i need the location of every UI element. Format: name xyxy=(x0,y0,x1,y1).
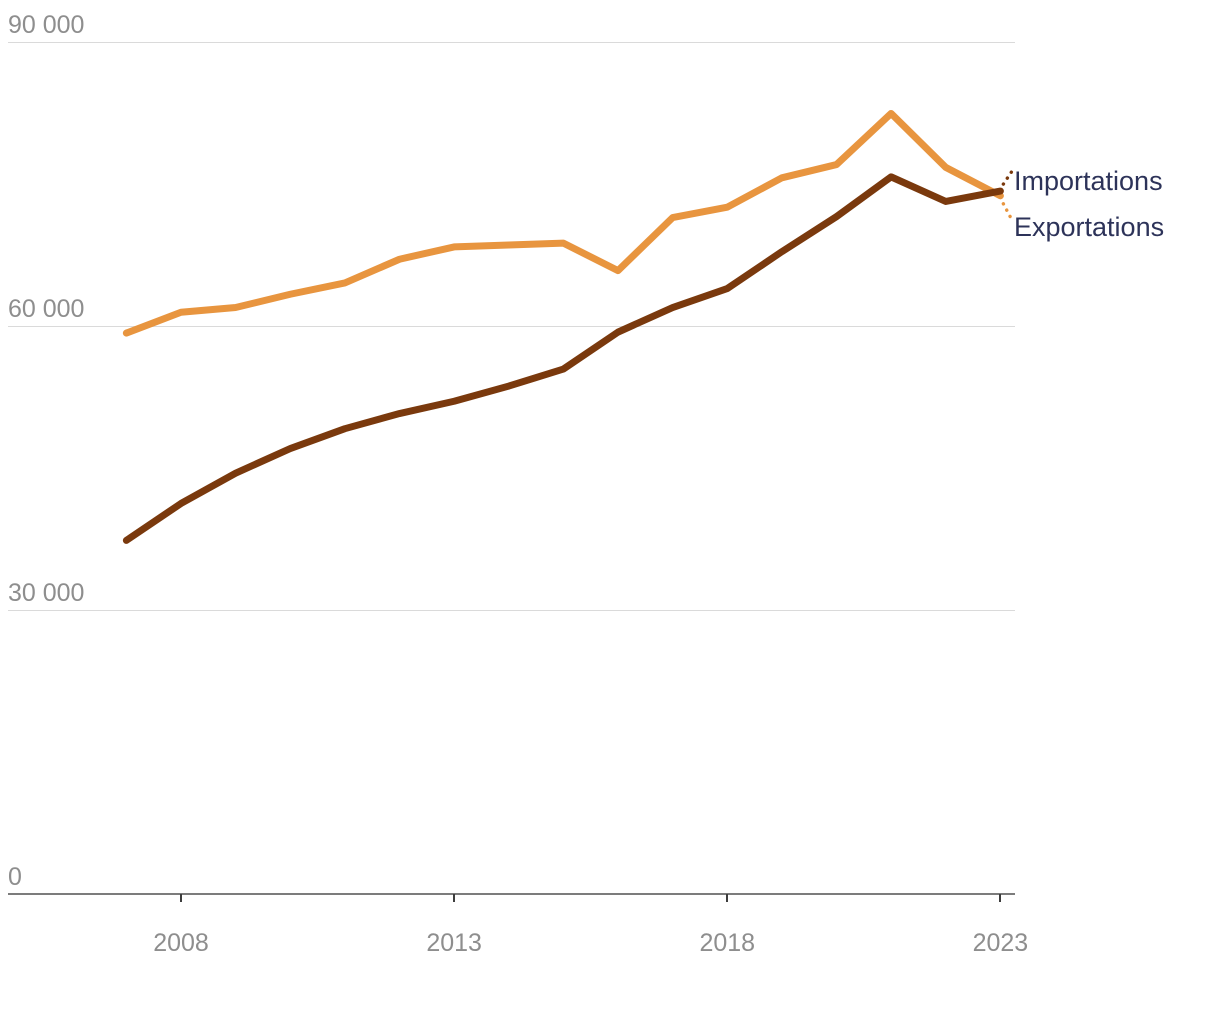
exportations-leader-line xyxy=(1001,202,1015,223)
y-axis-label: 90 000 xyxy=(8,11,85,39)
x-tick-mark xyxy=(180,894,182,902)
x-axis-label: 2013 xyxy=(426,929,482,957)
x-axis-line xyxy=(8,892,1015,895)
x-axis-label: 2023 xyxy=(972,929,1029,957)
y-axis-label: 60 000 xyxy=(8,295,85,323)
gridline xyxy=(8,42,1015,43)
x-tick-mark xyxy=(726,894,729,902)
importations-leader-line xyxy=(1001,170,1014,186)
series-label-importations: Importations xyxy=(1014,166,1163,196)
x-axis-label: 2018 xyxy=(699,929,756,957)
importations-line xyxy=(122,173,1004,544)
y-axis-label: 30 000 xyxy=(8,579,85,607)
x-tick-mark xyxy=(999,894,1002,902)
x-tick-mark xyxy=(453,894,456,902)
exportations-line xyxy=(122,109,1004,337)
y-axis-label: 0 xyxy=(8,863,22,891)
gridline xyxy=(8,326,1015,327)
gridline xyxy=(8,610,1015,611)
x-axis-label: 2008 xyxy=(153,929,209,957)
series-label-exportations: Exportations xyxy=(1014,212,1165,242)
